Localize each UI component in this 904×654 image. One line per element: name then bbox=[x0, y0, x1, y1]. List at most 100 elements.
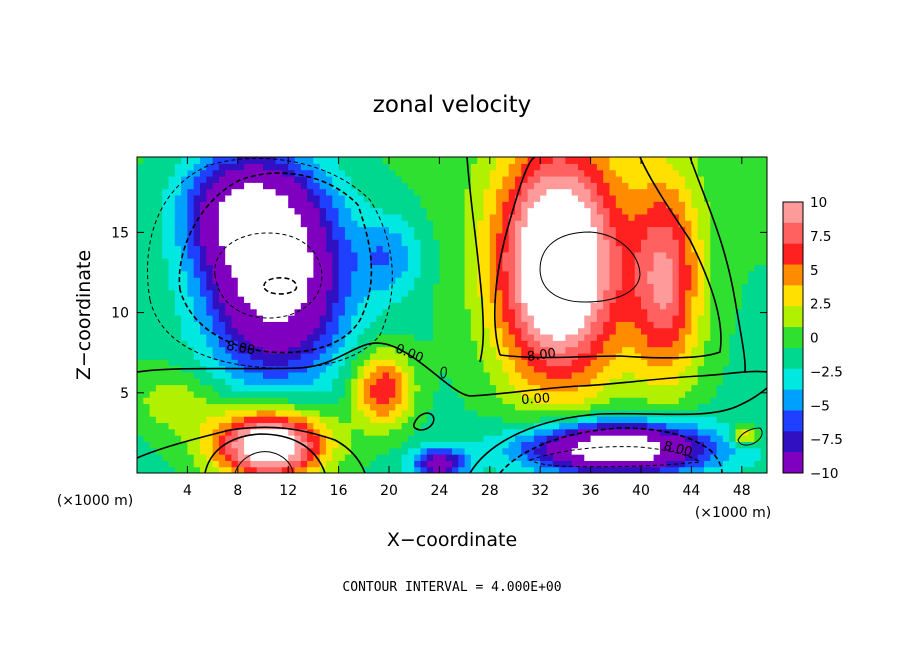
field-cell bbox=[401, 277, 409, 284]
field-cell bbox=[559, 289, 566, 297]
field-cell bbox=[659, 296, 667, 303]
field-cell bbox=[452, 384, 459, 392]
field-cell bbox=[313, 194, 321, 202]
field-cell bbox=[678, 333, 686, 341]
field-cell bbox=[496, 435, 503, 442]
field-cell bbox=[389, 340, 396, 348]
field-cell bbox=[401, 245, 409, 253]
field-cell bbox=[659, 403, 667, 411]
field-cell bbox=[653, 226, 661, 234]
field-cell bbox=[615, 302, 623, 310]
field-cell bbox=[521, 340, 529, 348]
field-cell bbox=[218, 232, 226, 240]
field-cell bbox=[559, 283, 566, 291]
field-cell bbox=[603, 302, 611, 310]
field-cell bbox=[143, 194, 151, 202]
field-cell bbox=[420, 466, 428, 473]
field-cell bbox=[760, 409, 767, 417]
field-cell bbox=[445, 264, 453, 272]
field-cell bbox=[615, 333, 623, 341]
field-cell bbox=[552, 188, 560, 196]
field-cell bbox=[237, 251, 245, 259]
field-cell bbox=[552, 346, 560, 354]
field-cell bbox=[760, 416, 767, 424]
field-cell bbox=[263, 315, 270, 322]
field-cell bbox=[357, 365, 365, 373]
field-cell bbox=[710, 321, 718, 329]
field-cell bbox=[515, 194, 522, 202]
field-cell bbox=[376, 277, 384, 284]
field-cell bbox=[546, 378, 554, 386]
field-cell bbox=[552, 403, 560, 411]
field-cell bbox=[565, 308, 573, 316]
field-cell bbox=[552, 308, 560, 316]
field-cell bbox=[458, 384, 466, 392]
field-cell bbox=[382, 201, 390, 209]
field-cell bbox=[162, 194, 170, 202]
field-cell bbox=[729, 213, 737, 221]
field-cell bbox=[332, 239, 340, 247]
field-cell bbox=[458, 289, 466, 297]
field-cell bbox=[256, 397, 264, 405]
field-cell bbox=[609, 264, 617, 272]
field-cell bbox=[546, 308, 554, 316]
field-cell bbox=[641, 403, 648, 411]
field-cell bbox=[641, 466, 648, 473]
field-cell bbox=[647, 466, 655, 473]
field-cell bbox=[445, 188, 453, 196]
field-cell bbox=[363, 447, 371, 455]
field-cell bbox=[193, 226, 201, 234]
field-cell bbox=[181, 441, 188, 449]
field-cell bbox=[464, 422, 472, 430]
field-cell bbox=[395, 302, 403, 310]
field-cell bbox=[477, 365, 485, 373]
field-cell bbox=[187, 327, 195, 335]
field-cell bbox=[628, 327, 636, 335]
field-cell bbox=[149, 245, 157, 253]
field-cell bbox=[357, 384, 365, 392]
field-cell bbox=[622, 163, 629, 171]
field-cell bbox=[452, 346, 459, 354]
field-cell bbox=[313, 232, 321, 240]
field-cell bbox=[622, 346, 629, 354]
field-cell bbox=[622, 384, 629, 392]
field-cell bbox=[256, 258, 264, 266]
field-cell bbox=[603, 378, 611, 386]
field-cell bbox=[370, 251, 377, 259]
field-cell bbox=[603, 220, 611, 228]
field-cell bbox=[263, 422, 270, 430]
field-cell bbox=[502, 390, 510, 398]
field-cell bbox=[344, 302, 352, 310]
field-cell bbox=[294, 207, 302, 215]
field-cell bbox=[735, 447, 743, 455]
field-cell bbox=[533, 384, 541, 392]
field-cell bbox=[288, 163, 296, 171]
field-cell bbox=[206, 302, 214, 310]
field-cell bbox=[622, 296, 629, 303]
field-cell bbox=[710, 207, 718, 215]
field-cell bbox=[470, 378, 478, 386]
field-cell bbox=[722, 333, 730, 341]
field-cell bbox=[508, 277, 516, 284]
field-cell bbox=[155, 213, 163, 221]
field-cell bbox=[168, 277, 176, 284]
field-cell bbox=[540, 390, 548, 398]
field-cell bbox=[376, 157, 384, 164]
field-cell bbox=[464, 245, 472, 253]
field-cell bbox=[452, 428, 459, 436]
field-cell bbox=[200, 239, 207, 247]
field-cell bbox=[439, 378, 447, 386]
field-cell bbox=[149, 264, 157, 272]
field-cell bbox=[357, 245, 365, 253]
field-cell bbox=[716, 428, 724, 436]
field-cell bbox=[515, 289, 522, 297]
field-cell bbox=[395, 163, 403, 171]
field-cell bbox=[300, 321, 308, 329]
field-cell bbox=[263, 321, 270, 329]
field-cell bbox=[433, 308, 440, 316]
field-cell bbox=[294, 447, 302, 455]
field-cell bbox=[515, 384, 522, 392]
field-cell bbox=[521, 289, 529, 297]
field-cell bbox=[590, 169, 598, 177]
field-cell bbox=[155, 340, 163, 348]
